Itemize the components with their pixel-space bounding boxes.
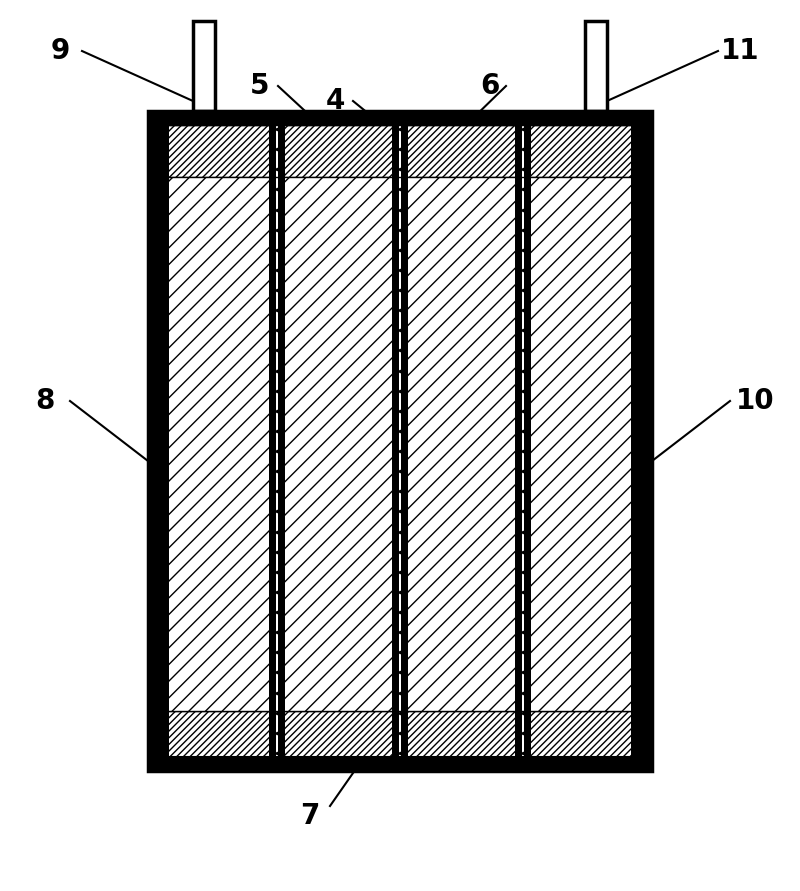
Bar: [162, 711, 638, 757]
Bar: [285, 177, 392, 711]
Bar: [193, 21, 215, 111]
Bar: [162, 125, 638, 177]
Bar: [408, 177, 515, 711]
Bar: [269, 125, 285, 757]
Bar: [392, 125, 408, 757]
Bar: [162, 125, 638, 177]
Text: 4: 4: [326, 87, 345, 115]
Bar: [269, 125, 276, 757]
Bar: [638, 111, 652, 771]
Text: 8: 8: [35, 387, 54, 415]
Bar: [285, 177, 392, 711]
Text: 7: 7: [300, 802, 320, 830]
Bar: [392, 125, 399, 757]
Bar: [278, 125, 285, 757]
Bar: [162, 125, 169, 757]
Bar: [408, 177, 515, 711]
Bar: [148, 757, 652, 771]
Bar: [148, 111, 652, 771]
Bar: [515, 125, 522, 757]
Text: 5: 5: [250, 72, 270, 100]
Bar: [162, 711, 638, 757]
Bar: [531, 177, 638, 711]
Bar: [585, 21, 607, 111]
Bar: [631, 125, 638, 757]
Text: 9: 9: [50, 37, 70, 65]
Text: 11: 11: [721, 37, 759, 65]
Text: 10: 10: [736, 387, 774, 415]
Bar: [515, 125, 531, 757]
Bar: [162, 125, 638, 757]
Bar: [148, 111, 652, 125]
Bar: [401, 125, 408, 757]
Bar: [162, 125, 638, 177]
Text: 6: 6: [480, 72, 500, 100]
Bar: [531, 177, 638, 711]
Bar: [524, 125, 531, 757]
Bar: [148, 111, 162, 771]
Bar: [162, 711, 638, 757]
Bar: [162, 177, 269, 711]
Bar: [162, 177, 269, 711]
